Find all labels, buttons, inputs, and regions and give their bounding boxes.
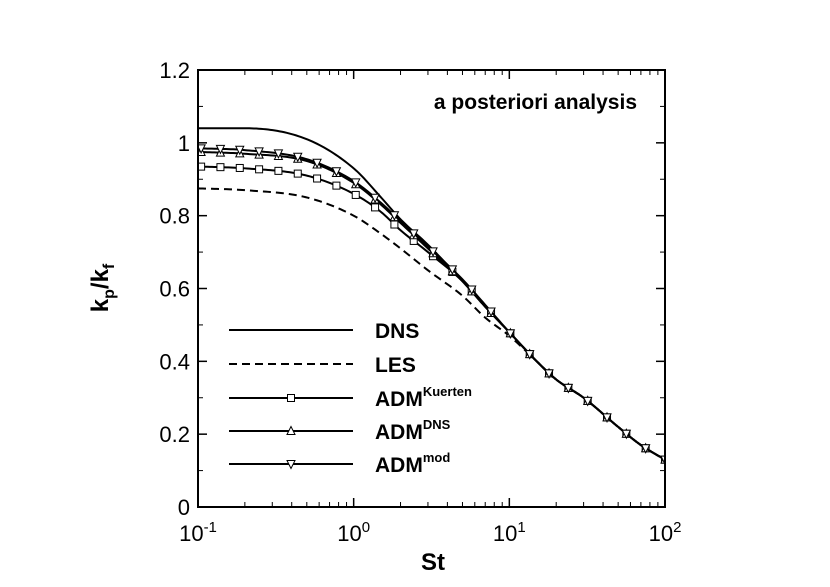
series-marker-2	[332, 181, 341, 190]
series-marker-4	[544, 369, 554, 379]
y-axis-label-main: k	[87, 298, 114, 312]
series-marker-4	[466, 285, 477, 296]
legend-label-0: DNS	[375, 320, 419, 343]
plot-area	[198, 127, 665, 466]
series-marker-4	[312, 158, 322, 169]
series-marker-4	[292, 152, 303, 163]
legend-entry-1: LES	[229, 354, 416, 377]
x-tick-label: 101	[493, 519, 526, 546]
series-marker-4	[621, 429, 632, 440]
series-marker-4	[524, 350, 535, 360]
legend-entry-4: ADMmod	[229, 450, 450, 477]
legend-entry-2: ADMKuerten	[229, 384, 472, 411]
y-tick-label: 1.2	[159, 58, 190, 83]
legend-entry-0: DNS	[229, 320, 419, 343]
series-marker-4	[447, 265, 458, 275]
series-marker-4	[563, 383, 574, 394]
series-marker-2	[274, 166, 283, 175]
series-marker-2	[371, 203, 380, 212]
legend-label-2: ADMKuerten	[375, 384, 472, 411]
plot-frame	[197, 69, 666, 508]
legend-label-3: ADMDNS	[375, 417, 451, 444]
y-tick-label: 1	[178, 131, 190, 156]
series-marker-4	[370, 193, 380, 204]
series-marker-4	[234, 145, 245, 156]
x-axis-label: St	[421, 549, 445, 576]
x-tick-label: 102	[649, 519, 682, 546]
series-marker-4	[389, 211, 400, 221]
series-marker-4	[198, 144, 206, 155]
series-marker-2	[235, 163, 244, 172]
series-marker-2	[351, 190, 360, 199]
series-marker-4	[331, 167, 342, 177]
series-marker-4	[602, 413, 612, 424]
series-line-2	[198, 165, 665, 461]
series-marker-2	[313, 174, 322, 183]
legend-marker-3	[286, 425, 296, 435]
series-line-4	[198, 147, 665, 461]
series-marker-4	[273, 149, 284, 159]
y-tick-label: 0.8	[159, 204, 190, 229]
series-marker-4	[582, 396, 593, 407]
y-axis-label-slash: /k	[87, 268, 114, 289]
series-marker-4	[254, 147, 264, 157]
series-marker-2	[293, 169, 302, 178]
series-marker-4	[350, 178, 361, 189]
series-line-0	[198, 127, 665, 461]
y-tick-label: 0	[178, 495, 190, 520]
series-3	[198, 146, 665, 464]
series-4	[198, 144, 665, 466]
x-axis: 10-1 100 101 102	[179, 70, 681, 546]
series-marker-4	[640, 444, 651, 454]
series-marker-4	[486, 307, 496, 318]
y-tick-label: 0.4	[159, 349, 190, 374]
y-tick-label: 0.6	[159, 277, 190, 302]
series-marker-2	[198, 162, 206, 171]
series-marker-4	[215, 144, 226, 155]
legend: DNS LES ADMKuerten ADMDNS ADMmod	[229, 320, 472, 477]
legend-label-1: LES	[375, 354, 416, 377]
series-marker-4	[408, 229, 419, 240]
legend-label-4: ADMmod	[375, 450, 450, 477]
annotation: a posteriori analysis	[434, 91, 637, 114]
legend-marker-2	[287, 394, 295, 402]
y-axis-label-sub1: p	[101, 289, 118, 299]
legend-entry-3: ADMDNS	[229, 417, 451, 444]
y-axis: 0 0.2 0.4 0.6 0.8 1 1.2	[159, 58, 665, 520]
y-axis-label-sub2: f	[101, 263, 118, 269]
series-marker-4	[505, 329, 516, 339]
legend-marker-4	[286, 460, 296, 470]
series-marker-2	[216, 163, 225, 172]
x-tick-label: 10-1	[179, 519, 217, 546]
y-axis-label: kp/kf	[87, 263, 118, 312]
series-marker-2	[390, 220, 399, 229]
series-0	[198, 127, 665, 461]
y-tick-label: 0.2	[159, 422, 190, 447]
series-marker-4	[428, 247, 438, 258]
series-line-3	[198, 150, 665, 461]
series-marker-2	[255, 165, 264, 174]
x-tick-label: 100	[337, 519, 370, 546]
